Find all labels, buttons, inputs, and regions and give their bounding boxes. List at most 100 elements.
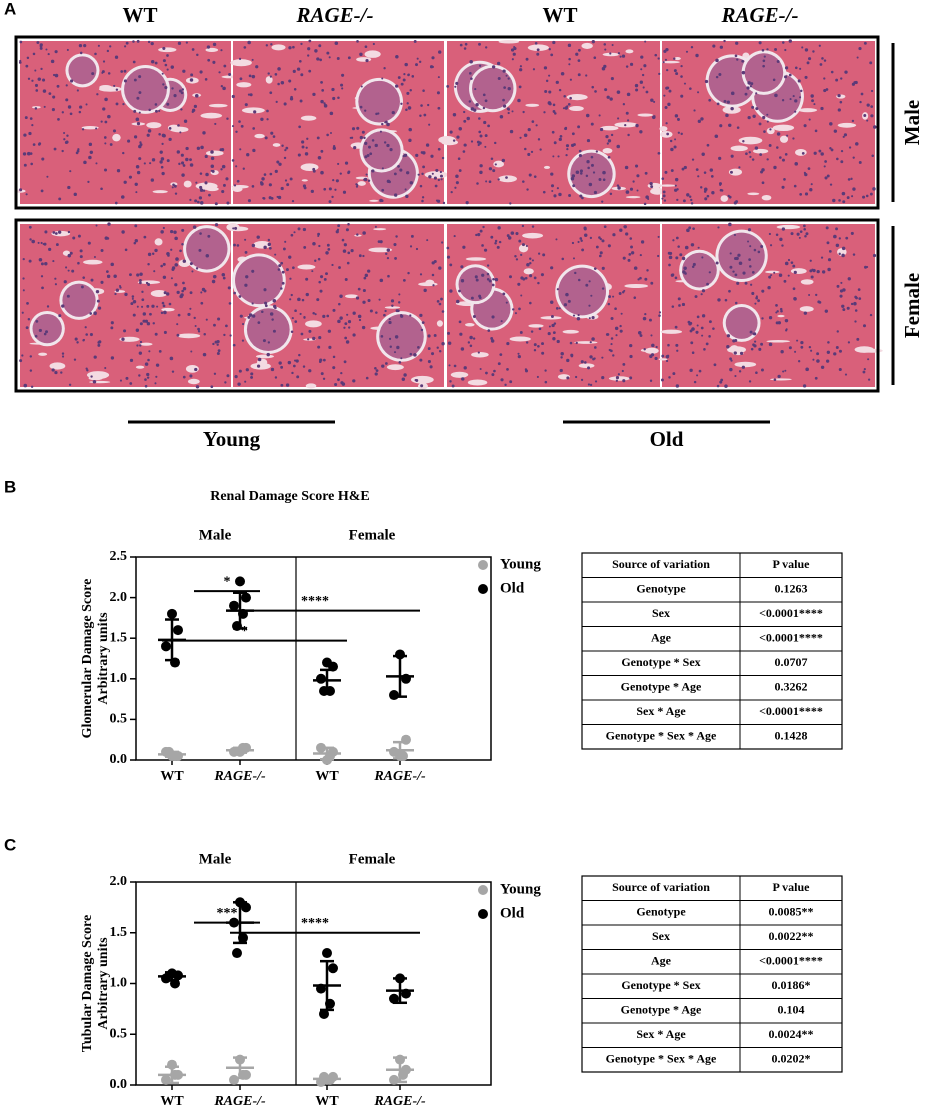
nucleus	[839, 294, 843, 298]
nucleus	[380, 335, 384, 338]
nucleus	[363, 276, 367, 280]
nucleus	[54, 232, 58, 235]
nucleus	[165, 292, 170, 296]
nucleus	[736, 126, 740, 129]
nucleus	[772, 78, 776, 82]
nucleus	[308, 39, 312, 43]
nucleus	[231, 125, 235, 128]
nucleus	[355, 296, 360, 300]
nucleus	[276, 160, 280, 164]
nucleus	[121, 337, 125, 341]
nucleus	[514, 254, 517, 258]
nucleus	[339, 316, 343, 320]
tubule-lumen	[465, 257, 487, 261]
nucleus	[320, 99, 324, 104]
nucleus	[433, 176, 437, 180]
nucleus	[318, 280, 321, 284]
nucleus	[768, 275, 772, 279]
nucleus	[362, 300, 366, 304]
tubule-lumen	[112, 133, 121, 142]
nucleus	[844, 373, 848, 376]
nucleus	[235, 130, 238, 134]
nucleus	[88, 142, 93, 147]
nucleus	[409, 181, 414, 185]
nucleus	[499, 353, 503, 356]
nucleus	[463, 366, 467, 370]
nucleus	[422, 165, 426, 169]
nucleus	[593, 357, 596, 360]
nucleus	[290, 233, 294, 237]
nucleus	[37, 77, 42, 81]
nucleus	[231, 159, 235, 162]
nucleus	[256, 235, 260, 239]
nucleus	[634, 164, 639, 168]
nucleus	[810, 349, 813, 352]
tubule-lumen	[637, 113, 654, 117]
nucleus	[176, 290, 180, 294]
nucleus	[490, 157, 494, 160]
nucleus	[213, 323, 216, 327]
nucleus	[522, 180, 525, 183]
nucleus	[701, 289, 706, 293]
nucleus	[308, 369, 312, 373]
row-label: Male	[900, 100, 924, 145]
nucleus	[280, 81, 285, 85]
glomerulus	[246, 308, 290, 351]
nucleus	[409, 352, 413, 356]
nucleus	[123, 180, 127, 184]
nucleus	[650, 353, 655, 357]
nucleus	[303, 316, 306, 319]
nucleus	[481, 244, 484, 247]
nucleus	[601, 287, 605, 290]
nucleus	[264, 136, 268, 140]
nucleus	[449, 380, 452, 383]
nucleus	[118, 284, 122, 288]
nucleus	[207, 234, 211, 238]
nucleus	[419, 273, 423, 276]
nucleus	[317, 257, 321, 261]
nucleus	[762, 59, 766, 63]
nucleus	[869, 313, 873, 317]
nucleus	[855, 142, 859, 146]
nucleus	[40, 275, 44, 278]
nucleus	[550, 315, 554, 319]
tubule-lumen	[493, 160, 505, 168]
tubule-lumen	[300, 163, 319, 172]
nucleus	[686, 228, 690, 233]
nucleus	[104, 97, 108, 102]
tubule-lumen	[297, 264, 316, 270]
nucleus	[337, 224, 341, 228]
nucleus	[341, 73, 345, 77]
table-cell: 0.0024**	[769, 1027, 814, 1041]
nucleus	[823, 77, 826, 80]
nucleus	[668, 255, 673, 260]
nucleus	[472, 337, 476, 340]
nucleus	[464, 42, 468, 46]
nucleus	[683, 266, 687, 270]
nucleus	[138, 157, 142, 161]
nucleus	[507, 236, 512, 240]
nucleus	[241, 339, 245, 342]
nucleus	[824, 176, 828, 180]
nucleus	[301, 298, 305, 302]
significance-label: *	[241, 624, 248, 639]
nucleus	[28, 259, 32, 263]
nucleus	[78, 43, 83, 48]
nucleus	[700, 293, 703, 296]
nucleus	[21, 311, 24, 314]
nucleus	[754, 340, 757, 343]
nucleus	[499, 114, 504, 119]
nucleus	[568, 194, 572, 197]
nucleus	[803, 227, 806, 231]
nucleus	[590, 163, 594, 167]
nucleus	[494, 239, 498, 243]
nucleus	[502, 292, 506, 296]
nucleus	[730, 154, 734, 158]
nucleus	[770, 274, 773, 277]
nucleus	[851, 119, 855, 123]
nucleus	[751, 291, 755, 296]
chart-title: Renal Damage Score H&E	[210, 489, 370, 504]
nucleus	[475, 103, 479, 107]
nucleus	[400, 357, 403, 360]
nucleus	[69, 170, 72, 173]
